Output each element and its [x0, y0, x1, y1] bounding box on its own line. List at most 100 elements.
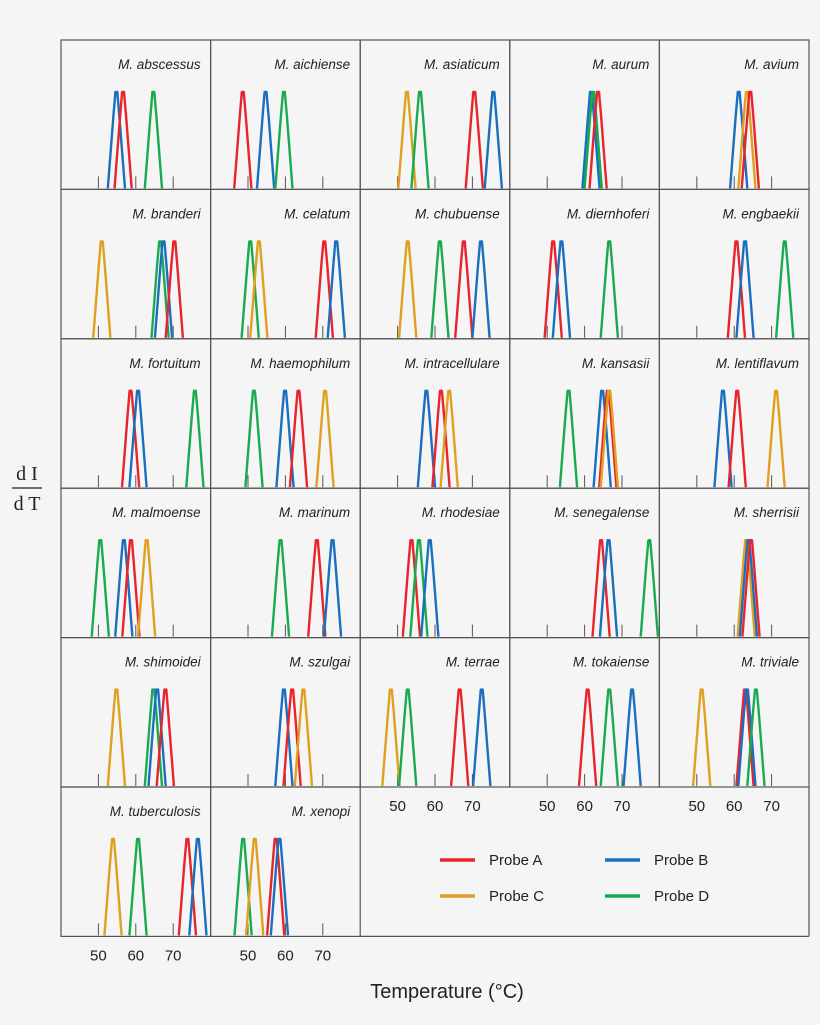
- panel-frame: [658, 636, 810, 788]
- legend-label: Probe C: [489, 888, 544, 905]
- panel: M. asiaticum: [359, 39, 511, 190]
- x-tick-label: 50: [90, 947, 107, 964]
- x-tick-label: 60: [277, 947, 294, 964]
- panel-title: M. sherrisii: [734, 505, 800, 520]
- panel-title: M. rhodesiae: [422, 505, 500, 520]
- peak-probe-c: [439, 389, 459, 488]
- peak-probe-d: [583, 90, 603, 189]
- x-tick-label: 50: [539, 798, 556, 815]
- peak-probe-c: [766, 389, 786, 488]
- panel-title: M. senegalense: [554, 505, 649, 520]
- panel-title: M. tuberculosis: [110, 804, 201, 819]
- peak-probe-a: [288, 389, 309, 488]
- panel-title: M. shimoidei: [125, 655, 202, 670]
- peak-probe-a: [577, 688, 598, 787]
- peak-probe-a: [265, 837, 286, 936]
- panel-title: M. fortuitum: [129, 356, 200, 371]
- peak-probe-b: [322, 539, 343, 637]
- peak-probe-a: [449, 688, 470, 787]
- peak-probe-c: [599, 389, 620, 488]
- panel-title: M. szulgai: [289, 655, 351, 670]
- peak-probe-b: [269, 837, 290, 936]
- peak-probe-c: [136, 539, 157, 637]
- peak-probe-a: [164, 240, 185, 338]
- peak-probe-d: [774, 240, 795, 338]
- peak-probe-a: [588, 90, 608, 189]
- panel: M. haemophilum: [210, 338, 361, 489]
- peak-probe-d: [150, 240, 170, 338]
- x-tick-label: 60: [726, 798, 743, 815]
- peak-probe-b: [471, 688, 492, 787]
- peak-probe-c: [736, 539, 756, 637]
- peak-probe-b: [551, 240, 572, 338]
- panel: M. diernhoferi: [509, 188, 660, 340]
- panel: M. shimoidei: [60, 636, 212, 788]
- peak-probe-c: [397, 90, 417, 189]
- peak-probe-c: [737, 90, 757, 189]
- peak-probe-d: [270, 539, 291, 637]
- peak-probe-d: [599, 688, 620, 787]
- panel: M. aurum: [509, 39, 660, 190]
- peak-probe-d: [558, 389, 579, 488]
- panel: M. branderi: [60, 188, 212, 340]
- x-tick-label: 70: [314, 947, 331, 964]
- legend-item: Probe D: [605, 888, 709, 905]
- peak-probe-d: [430, 240, 450, 338]
- peak-probe-c: [244, 837, 265, 936]
- panel-title: M. engbaekii: [722, 206, 800, 221]
- peak-probe-b: [735, 240, 755, 338]
- panel: M. senegalense: [509, 487, 660, 639]
- peak-probe-c: [381, 688, 401, 787]
- peak-probe-d: [244, 389, 264, 488]
- peak-probe-d: [410, 90, 430, 189]
- peak-probe-c: [106, 688, 127, 787]
- panels: M. abscessus M. aichiense M. asiaticum M. a…: [60, 39, 810, 964]
- panel-title: M. marinum: [279, 505, 350, 520]
- peak-probe-b: [420, 539, 440, 637]
- legend-label: Probe B: [654, 852, 708, 869]
- peak-probe-b: [128, 389, 148, 488]
- panel-frame: [210, 786, 361, 937]
- panel-title: M. tokaiense: [573, 655, 650, 670]
- panel: M. fortuitum: [60, 338, 212, 489]
- panel-title: M. kansasii: [582, 356, 651, 371]
- peak-probe-c: [397, 240, 418, 338]
- panel-title: M. lentiflavum: [716, 356, 799, 371]
- peak-probe-d: [639, 539, 660, 637]
- peak-probe-a: [464, 90, 485, 189]
- panel: M. xenopi 50 60 70: [210, 786, 361, 964]
- peak-probe-c: [315, 389, 335, 488]
- peak-probe-a: [177, 837, 198, 936]
- panel: M. tuberculosis 50 60 70: [60, 786, 212, 964]
- peak-probe-d: [746, 688, 766, 787]
- peak-probe-b: [416, 389, 437, 488]
- panel: M. aichiense: [210, 39, 361, 190]
- peak-probe-b: [255, 90, 276, 189]
- x-tick-label: 50: [688, 798, 705, 815]
- peak-probe-a: [155, 688, 176, 787]
- peak-probe-b: [326, 240, 347, 338]
- peak-probe-d: [90, 539, 111, 637]
- x-tick-label: 60: [127, 947, 144, 964]
- legend: Probe A Probe B Probe C Probe D: [360, 787, 810, 938]
- panel-title: M. intracellulare: [405, 356, 500, 371]
- panel: M. intracellulare: [359, 338, 511, 489]
- x-tick-label: 60: [576, 798, 593, 815]
- panel: M. malmoense: [60, 487, 212, 639]
- peak-probe-a: [727, 389, 747, 488]
- panel: M. abscessus: [60, 39, 212, 190]
- peak-probe-b: [483, 90, 504, 189]
- legend-item: Probe B: [605, 852, 708, 869]
- peak-probe-d: [143, 688, 164, 787]
- peak-probe-d: [409, 539, 429, 637]
- panel-title: M. branderi: [132, 206, 201, 221]
- peak-probe-a: [314, 240, 335, 338]
- legend-label: Probe A: [489, 852, 542, 869]
- legend-item: Probe A: [440, 852, 542, 869]
- y-label-denominator: d T: [14, 493, 41, 515]
- panel-title: M. aurum: [592, 57, 649, 72]
- panel-title: M. abscessus: [118, 57, 201, 72]
- panel-title: M. avium: [744, 57, 799, 72]
- peak-probe-b: [188, 837, 208, 936]
- peak-probe-d: [143, 90, 164, 189]
